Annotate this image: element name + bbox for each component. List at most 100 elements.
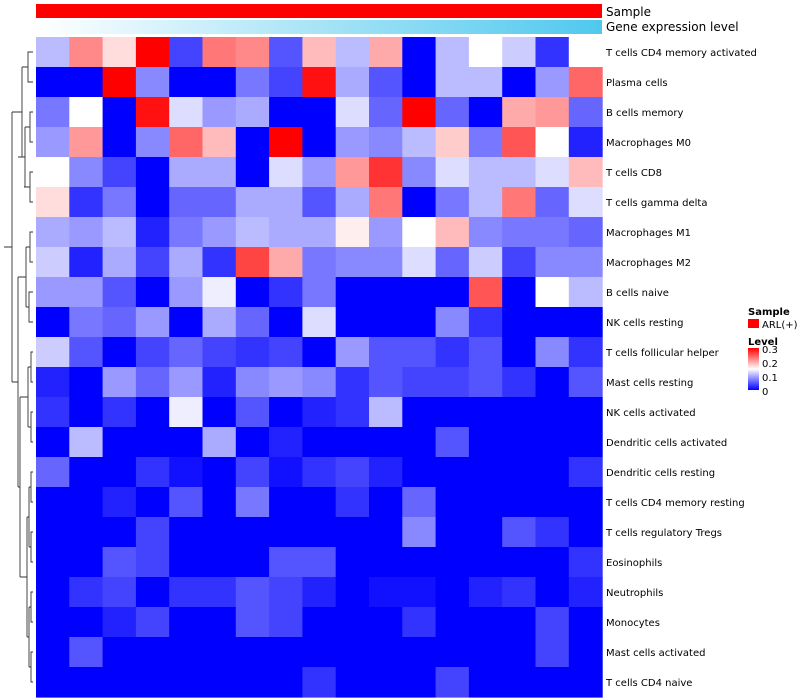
heatmap-cell <box>435 667 470 698</box>
heatmap-cell <box>535 97 570 128</box>
heatmap-cell <box>102 547 137 578</box>
heatmap-cell <box>468 217 503 248</box>
heatmap-cell <box>102 127 137 158</box>
heatmap-cell <box>169 97 204 128</box>
legend-level-tick: 0.3 <box>762 345 778 356</box>
heatmap-cell <box>202 607 237 638</box>
heatmap-cell <box>335 97 370 128</box>
heatmap-cell <box>302 457 337 488</box>
heatmap-cell <box>169 547 204 578</box>
heatmap-cell <box>335 277 370 308</box>
heatmap-cell <box>69 427 104 458</box>
heatmap-cell <box>302 187 337 218</box>
heatmap-cell <box>102 367 137 398</box>
heatmap-cell <box>335 427 370 458</box>
heatmap-cell <box>335 577 370 608</box>
heatmap-cell <box>468 607 503 638</box>
heatmap-cell <box>402 157 437 188</box>
heatmap-cell <box>169 517 204 548</box>
row-label: T cells regulatory Tregs <box>605 528 722 539</box>
row-label: Macrophages M0 <box>606 138 691 149</box>
heatmap-cell <box>435 307 470 338</box>
heatmap-cell <box>568 37 603 68</box>
legend-level-ticks: 0.3 0.2 0.1 0 <box>762 345 778 398</box>
heatmap-cell <box>102 457 137 488</box>
heatmap-cell <box>369 577 403 608</box>
row-label: T cells CD4 memory activated <box>605 48 757 59</box>
heatmap-cell <box>535 397 570 428</box>
heatmap-cell <box>369 487 403 518</box>
heatmap-cell <box>335 457 370 488</box>
heatmap-cell <box>36 427 70 458</box>
heatmap-cell <box>535 37 570 68</box>
heatmap-cell <box>435 487 470 518</box>
heatmap-cell <box>269 487 303 518</box>
heatmap-cell <box>502 487 537 518</box>
heatmap-cell <box>135 367 170 398</box>
heatmap-cell <box>369 37 403 68</box>
heatmap-cell <box>235 397 270 428</box>
heatmap-cell <box>169 607 204 638</box>
heatmap-cell <box>235 247 270 278</box>
heatmap-cell <box>36 277 70 308</box>
row-label: T cells follicular helper <box>605 348 720 359</box>
heatmap-cell <box>435 277 470 308</box>
expression-annotation-bar <box>36 20 602 34</box>
heatmap-cell <box>568 247 603 278</box>
heatmap-cell <box>69 277 104 308</box>
heatmap-cell <box>235 97 270 128</box>
heatmap-cell <box>169 487 204 518</box>
heatmap-cell <box>468 277 503 308</box>
heatmap-cell <box>269 607 303 638</box>
heatmap-cell <box>535 577 570 608</box>
heatmap-cell <box>69 337 104 368</box>
heatmap-cell <box>235 127 270 158</box>
legend-level-tick: 0.2 <box>762 359 778 370</box>
heatmap-cell <box>302 127 337 158</box>
heatmap-cell <box>269 517 303 548</box>
heatmap-cell <box>135 127 170 158</box>
heatmap-cell <box>36 397 70 428</box>
heatmap-cell <box>102 217 137 248</box>
heatmap-cell <box>335 157 370 188</box>
row-label: Neutrophils <box>606 588 663 599</box>
row-label: T cells CD4 memory resting <box>605 498 745 509</box>
heatmap-cell <box>435 607 470 638</box>
heatmap-cell <box>568 517 603 548</box>
heatmap-cell <box>269 337 303 368</box>
heatmap-cell <box>502 667 537 698</box>
heatmap-cell <box>568 157 603 188</box>
heatmap-cell <box>36 37 70 68</box>
heatmap-cell <box>468 97 503 128</box>
heatmap-cell <box>502 97 537 128</box>
row-labels: T cells CD4 memory activated Plasma cells… <box>605 48 757 689</box>
heatmap-cell <box>502 247 537 278</box>
heatmap-cell <box>69 397 104 428</box>
heatmap-cell <box>369 337 403 368</box>
heatmap-cell <box>36 667 70 698</box>
heatmap-cell <box>102 307 137 338</box>
heatmap-cell <box>102 427 137 458</box>
heatmap-cell <box>369 97 403 128</box>
heatmap-cell <box>269 367 303 398</box>
heatmap-cell <box>335 517 370 548</box>
legend: Sample ARL(+) Level 0.3 0.2 0.1 0 <box>748 307 798 398</box>
heatmap-cell <box>402 247 437 278</box>
heatmap-cell <box>568 307 603 338</box>
heatmap-cell <box>102 337 137 368</box>
heatmap-cell <box>502 157 537 188</box>
legend-sample-entry: ARL(+) <box>762 320 798 331</box>
heatmap-cell <box>269 127 303 158</box>
heatmap-cell <box>69 367 104 398</box>
heatmap-cell <box>202 397 237 428</box>
heatmap-cell <box>568 547 603 578</box>
heatmap-cell <box>135 547 170 578</box>
heatmap-cell <box>169 427 204 458</box>
heatmap-cell <box>402 397 437 428</box>
heatmap-cell <box>502 517 537 548</box>
heatmap-cell <box>468 517 503 548</box>
heatmap-cell <box>468 307 503 338</box>
heatmap-cell <box>202 577 237 608</box>
heatmap-cell <box>568 337 603 368</box>
sample-annotation-bar <box>36 4 602 18</box>
